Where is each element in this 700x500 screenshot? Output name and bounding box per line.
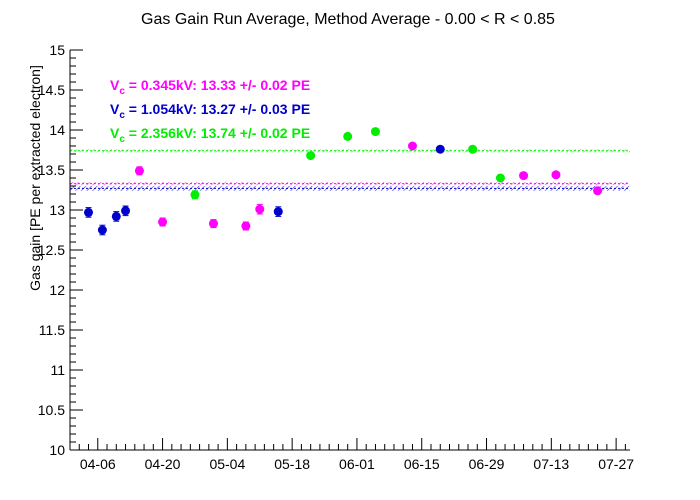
data-point-series-1 bbox=[593, 186, 603, 196]
y-tick-label: 14.5 bbox=[38, 82, 65, 98]
data-point-series-3 bbox=[370, 127, 380, 137]
data-point-series-3 bbox=[190, 190, 200, 200]
y-tick-label: 10.5 bbox=[38, 402, 65, 418]
data-point-marker bbox=[241, 221, 251, 231]
data-point-series-1 bbox=[208, 219, 218, 229]
data-point-marker bbox=[551, 170, 561, 180]
data-point-marker bbox=[495, 173, 505, 183]
data-point-series-3 bbox=[306, 151, 316, 161]
y-tick-label: 11.5 bbox=[39, 322, 65, 338]
data-point-series-3 bbox=[468, 144, 478, 154]
data-point-marker bbox=[593, 186, 603, 196]
data-point-marker bbox=[111, 211, 121, 221]
data-point-marker bbox=[407, 141, 417, 151]
x-tick-label: 04-06 bbox=[80, 456, 116, 472]
data-point-series-3 bbox=[495, 173, 505, 183]
y-tick-label: 13.5 bbox=[38, 162, 65, 178]
data-point-series-1 bbox=[134, 166, 144, 176]
data-point-marker bbox=[255, 204, 265, 214]
data-point-marker bbox=[435, 144, 445, 154]
data-point-series-2 bbox=[273, 206, 283, 217]
data-point-marker bbox=[134, 166, 144, 176]
y-axis-label: Gas gain [PE per extracted electron] bbox=[27, 65, 43, 291]
x-tick-label: 04-20 bbox=[145, 456, 181, 472]
mean-lines bbox=[70, 149, 630, 191]
x-tick-label: 06-29 bbox=[469, 456, 505, 472]
data-point-series-1 bbox=[551, 170, 561, 180]
data-point-marker bbox=[468, 144, 478, 154]
data-point-marker bbox=[370, 127, 380, 137]
data-point-marker bbox=[519, 171, 529, 181]
legend-entry-1: Vc = 0.345kV: 13.33 +/- 0.02 PE bbox=[110, 77, 310, 97]
y-tick-label: 10 bbox=[49, 442, 65, 458]
legend: Vc = 0.345kV: 13.33 +/- 0.02 PE Vc = 1.05… bbox=[110, 77, 310, 145]
y-tick-label: 14 bbox=[49, 122, 65, 138]
data-point-marker bbox=[273, 207, 283, 217]
axes: 10 10.5 11 11.5 12 12.5 13 13.5 14 14.5 15 04-06 04-… bbox=[38, 42, 634, 472]
data-point-series-2 bbox=[84, 207, 94, 218]
data-point-series-1 bbox=[255, 203, 265, 215]
data-point-marker bbox=[84, 207, 94, 217]
legend-entry-3: Vc = 2.356kV: 13.74 +/- 0.02 PE bbox=[110, 125, 310, 145]
data-point-series-1 bbox=[241, 221, 251, 231]
y-tick-label: 11 bbox=[50, 362, 65, 378]
y-tick-label: 13 bbox=[49, 202, 65, 218]
chart-title: Gas Gain Run Average, Method Average - 0… bbox=[141, 11, 555, 28]
data-point-series-1 bbox=[519, 171, 529, 181]
x-tick-label: 07-13 bbox=[533, 456, 569, 472]
data-point-marker bbox=[208, 219, 218, 229]
data-point-marker bbox=[306, 151, 316, 161]
data-point-series-1 bbox=[407, 141, 417, 151]
x-tick-label: 06-01 bbox=[339, 456, 375, 472]
data-point-series-2 bbox=[111, 211, 121, 222]
data-point-marker bbox=[158, 217, 168, 227]
y-tick-label: 15 bbox=[49, 42, 65, 58]
data-point-series-3 bbox=[343, 131, 353, 141]
x-tick-label: 05-04 bbox=[209, 456, 245, 472]
data-point-marker bbox=[97, 225, 107, 235]
y-tick-label: 12 bbox=[49, 282, 65, 298]
data-point-series-2 bbox=[435, 144, 445, 154]
data-point-series-1 bbox=[158, 217, 168, 227]
legend-entry-2: Vc = 1.054kV: 13.27 +/- 0.03 PE bbox=[110, 101, 310, 121]
x-tick-label: 07-27 bbox=[598, 456, 634, 472]
y-tick-label: 12.5 bbox=[38, 242, 65, 258]
data-point-marker bbox=[190, 190, 200, 200]
data-points bbox=[84, 127, 603, 236]
x-tick-label: 05-18 bbox=[274, 456, 310, 472]
x-tick-label: 06-15 bbox=[404, 456, 440, 472]
data-point-series-2 bbox=[97, 224, 107, 236]
data-point-series-2 bbox=[121, 205, 131, 217]
data-point-marker bbox=[343, 131, 353, 141]
data-point-marker bbox=[121, 206, 131, 216]
